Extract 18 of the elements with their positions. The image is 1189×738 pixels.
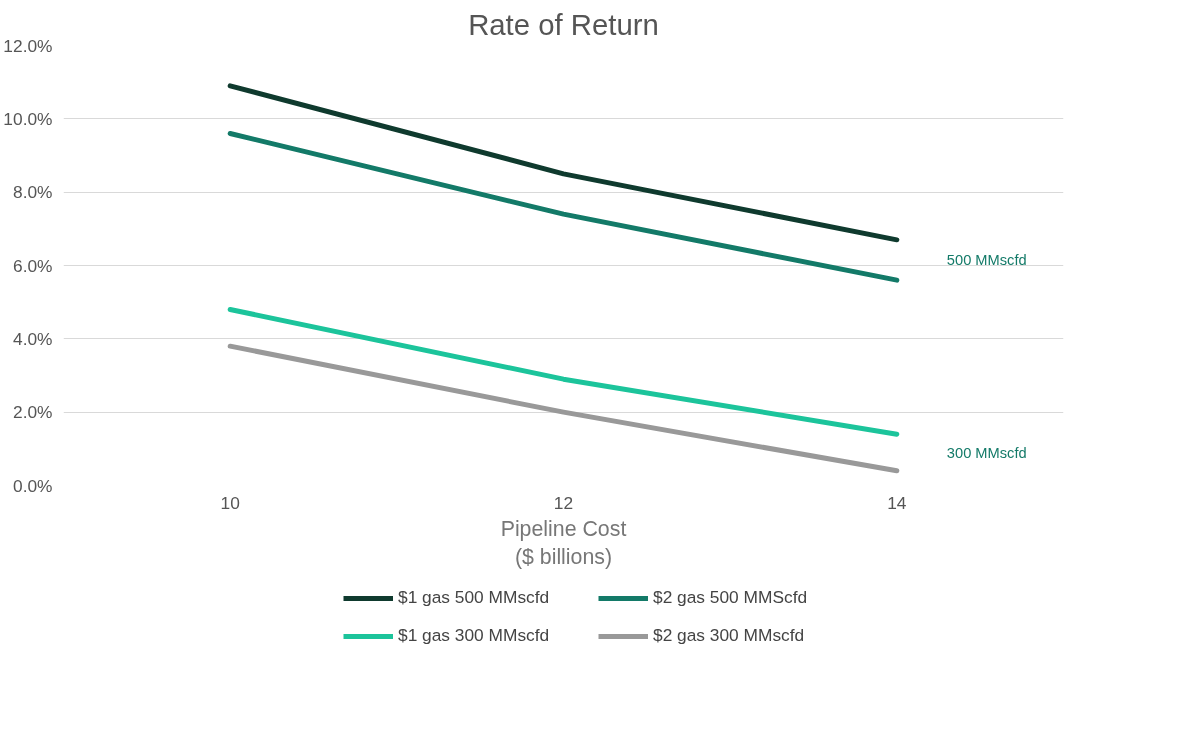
- legend-label: $1 gas 300 MMscfd: [398, 625, 551, 646]
- annotation: 500 MMscfd: [946, 252, 1027, 268]
- y-tick-label: 0.0%: [13, 475, 53, 496]
- y-tick-label: 8.0%: [13, 182, 53, 203]
- legend-label: $2 gas 500 MMScfd: [653, 587, 809, 608]
- y-tick-label: 2.0%: [13, 402, 53, 423]
- annotation: 300 MMscfd: [946, 444, 1027, 461]
- y-tick-label: 12.0%: [3, 35, 53, 56]
- y-tick-label: 4.0%: [13, 328, 53, 349]
- chart-title: Rate of Return: [468, 7, 659, 41]
- y-tick-label: 10.0%: [3, 108, 53, 129]
- x-axis-title: Pipeline Cost ($ billions): [500, 516, 627, 570]
- x-tick-label: 10: [220, 492, 240, 513]
- legend-label: $1 gas 500 MMscfd: [398, 587, 551, 608]
- legend-label: $2 gas 300 MMscfd: [653, 625, 806, 646]
- x-tick-label: 12: [553, 492, 574, 513]
- x-tick-label: 14: [887, 492, 907, 513]
- y-tick-label: 6.0%: [13, 255, 53, 276]
